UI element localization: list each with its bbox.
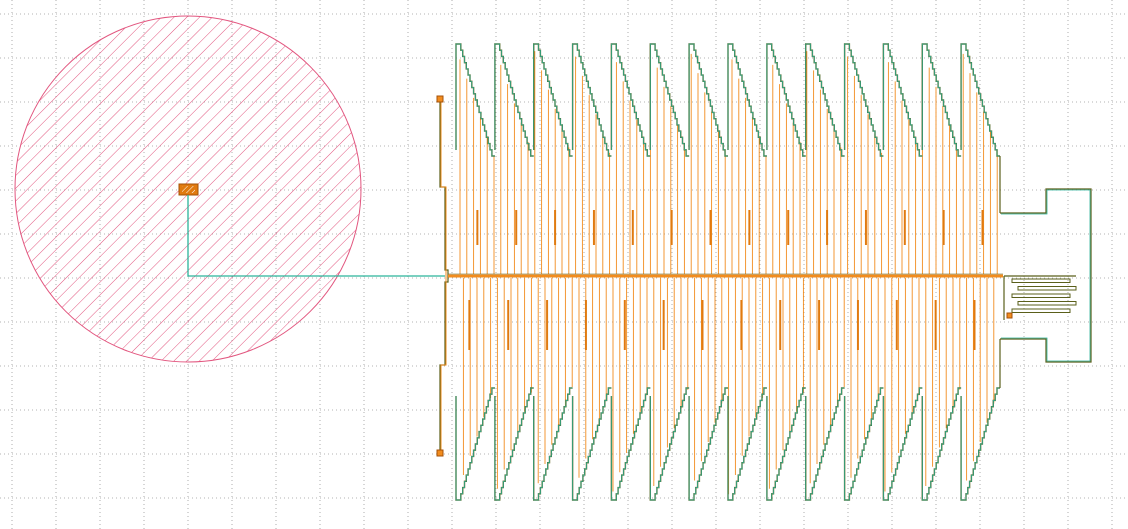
comb-tooth-edge (960, 43, 1000, 157)
idc-finger (1011, 308, 1071, 313)
right-connector[interactable] (1000, 188, 1092, 363)
idc-finger (1017, 286, 1077, 291)
comb-tooth-edge (883, 43, 923, 157)
comb-tooth-edge (844, 43, 884, 157)
idc-finger (1011, 278, 1071, 283)
comb-tooth-edge (494, 387, 534, 501)
comb-tooth-edge (766, 43, 806, 157)
comb-tooth-edge (649, 387, 690, 501)
comb-tooth-edge (688, 387, 728, 501)
central-bus[interactable] (448, 273, 1003, 278)
comb-tooth-edge (533, 43, 573, 157)
comb-tooth-edge (727, 387, 767, 501)
comb-teeth-top[interactable] (455, 43, 1001, 213)
comb-tooth-edge (805, 387, 845, 501)
comb-tooth-edge (611, 43, 651, 157)
comb-tooth-edge (572, 43, 612, 157)
idc-finger (1017, 301, 1077, 306)
comb-tooth-edge (921, 387, 962, 501)
comb-tooth-edge (455, 43, 495, 157)
comb-tooth-edge (494, 43, 534, 157)
circular-pad[interactable] (14, 15, 362, 363)
bracket-top-contact[interactable] (436, 95, 444, 103)
comb-tooth-edge (805, 43, 845, 157)
comb-tooth-edge (649, 43, 690, 157)
finger-array[interactable] (459, 48, 998, 495)
comb-tooth-edge (611, 387, 651, 501)
comb-tooth-edge (455, 387, 495, 501)
pad-contact-hatch (182, 186, 195, 193)
comb-tooth-edge (844, 387, 884, 501)
interdigitated-capacitor[interactable] (1003, 275, 1077, 320)
comb-tooth-edge (766, 387, 806, 501)
comb-tooth-edge (533, 387, 573, 501)
feedline[interactable] (187, 195, 445, 277)
connector-contact[interactable] (1006, 312, 1013, 319)
comb-tooth-edge (727, 43, 767, 157)
comb-tooth-edge (960, 387, 1000, 501)
comb-tooth-edge (572, 387, 612, 501)
bracket-bottom-contact[interactable] (436, 449, 444, 457)
comb-teeth-bottom[interactable] (455, 339, 1001, 501)
comb-tooth-edge (688, 43, 728, 157)
comb-tooth-edge (883, 387, 923, 501)
idc-finger (1011, 293, 1071, 298)
comb-tooth-edge (921, 43, 962, 157)
